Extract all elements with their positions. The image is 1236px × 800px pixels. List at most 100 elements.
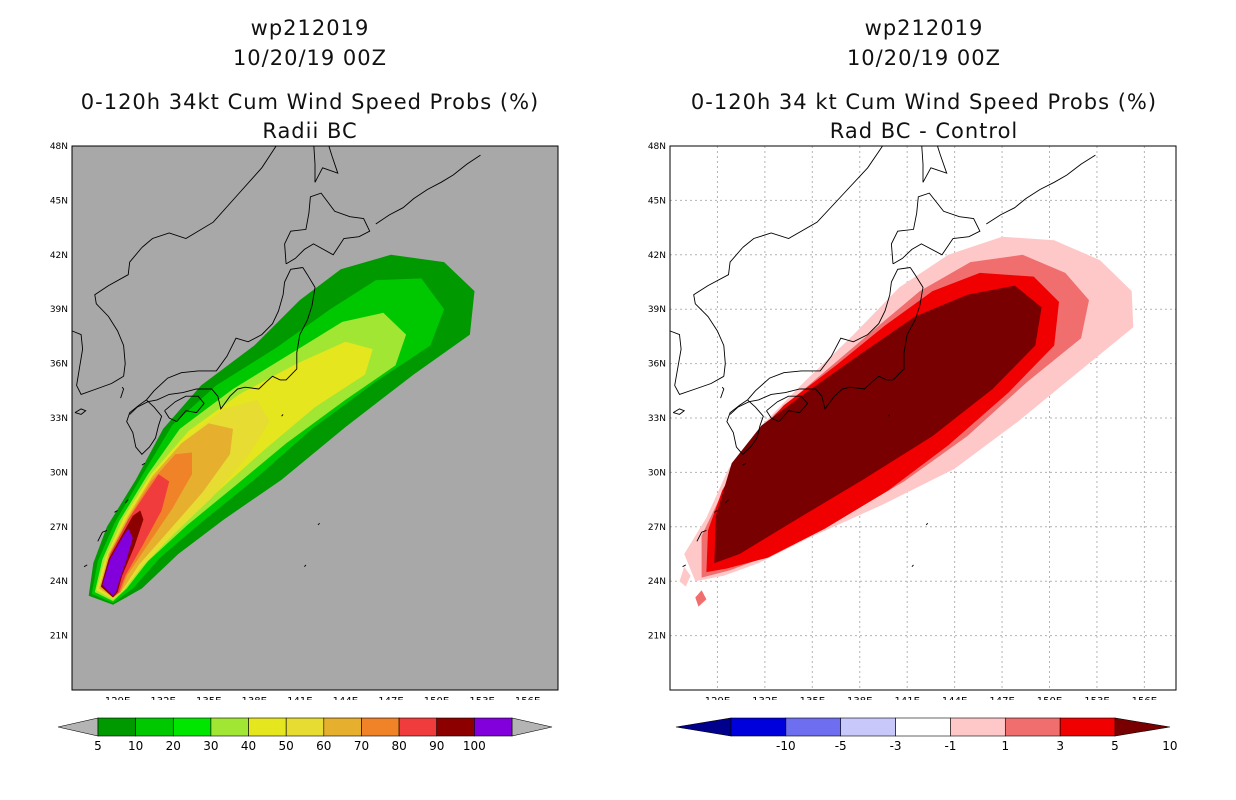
colorbar-segment <box>398 717 438 737</box>
x-tick-label: 141E <box>287 696 312 700</box>
y-tick-label: 48N <box>648 142 666 152</box>
colorbar-label: 5 <box>94 739 102 753</box>
coastline <box>126 399 163 455</box>
x-tick-label: 132E <box>150 696 175 700</box>
colorbar-label: 70 <box>354 739 369 753</box>
colorbar-label: 100 <box>463 739 486 753</box>
coastline <box>141 146 277 248</box>
y-tick-label: 45N <box>648 196 666 206</box>
colorbar-label: 60 <box>316 739 331 753</box>
panel2-subtitle: Rad BC - Control <box>829 119 1019 143</box>
colorbar-segment <box>285 717 325 737</box>
colorbar-segment <box>895 717 951 737</box>
coastline <box>670 330 725 395</box>
coastline <box>766 395 809 423</box>
colorbar-label: 80 <box>391 739 406 753</box>
colorbar-label: 30 <box>203 739 218 753</box>
coastline <box>682 564 687 568</box>
y-tick-label: 39N <box>50 305 68 315</box>
colorbar-right-arrow <box>511 717 553 737</box>
y-tick-label: 24N <box>648 577 666 587</box>
coastline <box>742 146 884 248</box>
colorbar-segment <box>97 717 136 737</box>
y-tick-label: 21N <box>50 632 68 642</box>
coastline <box>72 330 124 395</box>
panel2-title: 0-120h 34 kt Cum Wind Speed Probs (%) <box>690 90 1158 114</box>
contour-band-90 <box>102 528 133 596</box>
coastline <box>729 267 924 415</box>
x-tick-label: 147E <box>378 696 403 700</box>
panel1-subtitle: Radii BC <box>262 119 358 143</box>
colorbar-right-arrow <box>1114 717 1171 737</box>
coastline <box>314 146 339 183</box>
y-tick-label: 42N <box>50 251 68 261</box>
coastline <box>921 146 924 183</box>
y-tick-label: 48N <box>50 142 68 152</box>
coastline <box>124 499 129 504</box>
y-tick-label: 36N <box>648 360 666 370</box>
x-tick-label: 156E <box>515 696 540 700</box>
colorbar-segment <box>1059 717 1116 737</box>
coastline <box>887 414 891 417</box>
panel1-storm-id: wp212019 <box>250 16 370 40</box>
x-tick-label: 153E <box>1084 696 1109 700</box>
colorbar-label: -5 <box>835 739 847 753</box>
colorbar-label: -10 <box>776 739 796 753</box>
coastline <box>141 462 146 466</box>
contour-band-3 <box>695 590 707 607</box>
coastline <box>164 395 205 423</box>
coastline <box>922 146 948 183</box>
colorbar-left-arrow <box>57 717 99 737</box>
colorbar-difference: -10 -5 -3 -1 1 3 5 10 <box>675 717 1177 753</box>
x-tick-label: 156E <box>1132 696 1157 700</box>
colorbar-segment <box>323 717 362 737</box>
coastline <box>60 567 63 569</box>
y-tick-label: 42N <box>648 251 666 261</box>
colorbar-label: 5 <box>1111 739 1119 753</box>
colorbar-label: -3 <box>890 739 902 753</box>
x-tick-label: 132E <box>752 696 777 700</box>
colorbar-segment <box>950 717 1006 737</box>
coastline <box>317 522 320 526</box>
coastline <box>640 574 643 576</box>
map-frame <box>71 145 559 691</box>
coastline <box>129 267 316 415</box>
colorbar-label: 20 <box>166 739 181 753</box>
colorbar-segment <box>135 717 174 737</box>
colorbar-segment <box>436 717 475 737</box>
coastline <box>631 295 650 300</box>
colorbar-probability: 5 10 20 30 40 50 60 70 80 90 100 <box>57 717 553 753</box>
x-tick-label: 135E <box>800 696 825 700</box>
y-tick-label: 24N <box>50 577 68 587</box>
panel1-valid-time: 10/20/19 00Z <box>232 46 388 70</box>
difference-map-rad-bc-control: 129E 132E 135E 138E 141E 144E 147E 150E 153E 156E… <box>631 142 1177 700</box>
colorbar-segment <box>210 717 249 737</box>
x-tick-label: 153E <box>469 696 494 700</box>
coastline <box>724 499 729 504</box>
coastline <box>281 414 284 417</box>
coastline <box>94 247 143 377</box>
colorbar-label: -1 <box>944 739 956 753</box>
coastline <box>986 154 1096 225</box>
y-tick-label: 27N <box>50 523 68 533</box>
coastline <box>97 529 108 542</box>
probability-map-radii-bc: 129E 132E 135E 138E 141E 144E 147E 150E 153E 156E… <box>50 142 559 700</box>
coastline <box>693 247 744 377</box>
x-tick-label: 135E <box>196 696 221 700</box>
colorbar-segment <box>1004 717 1061 737</box>
colorbar-label: 50 <box>279 739 294 753</box>
x-tick-label: 144E <box>942 696 967 700</box>
coastline <box>120 386 125 399</box>
coastline <box>114 510 118 513</box>
colorbar-segment <box>840 717 896 737</box>
colorbar-segment <box>474 717 513 737</box>
coastline <box>284 192 371 265</box>
panel2-valid-time: 10/20/19 00Z <box>846 46 1002 70</box>
x-tick-label: 147E <box>989 696 1014 700</box>
y-tick-label: 30N <box>648 468 666 478</box>
coastline <box>742 462 747 466</box>
coastline <box>74 408 87 415</box>
x-tick-label: 138E <box>242 696 267 700</box>
contour-band-10 <box>714 285 1042 564</box>
plot-area <box>631 146 1176 690</box>
